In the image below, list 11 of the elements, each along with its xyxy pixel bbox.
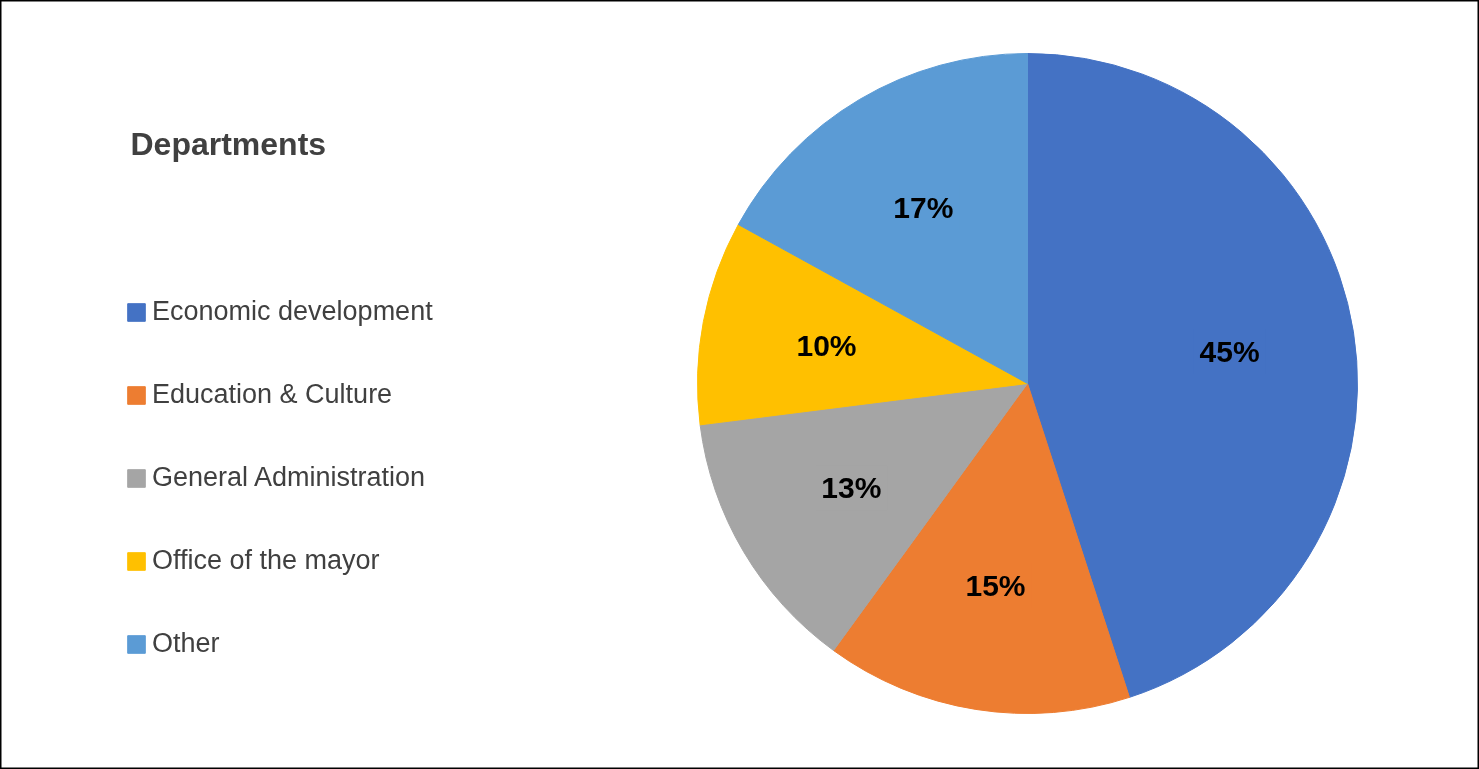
data-label: 13%: [821, 471, 882, 505]
legend-label: Other: [152, 628, 220, 659]
data-label: 15%: [965, 569, 1026, 603]
legend-label: Economic development: [152, 296, 433, 327]
legend-label: General Administration: [152, 462, 426, 493]
legend-label: Education & Culture: [152, 379, 393, 410]
text: Departments: [130, 125, 327, 162]
data-label: 10%: [796, 328, 857, 362]
data-label: 17%: [893, 190, 954, 224]
legend-label: Office of the mayor: [152, 545, 380, 576]
data-label: 45%: [1199, 334, 1260, 368]
